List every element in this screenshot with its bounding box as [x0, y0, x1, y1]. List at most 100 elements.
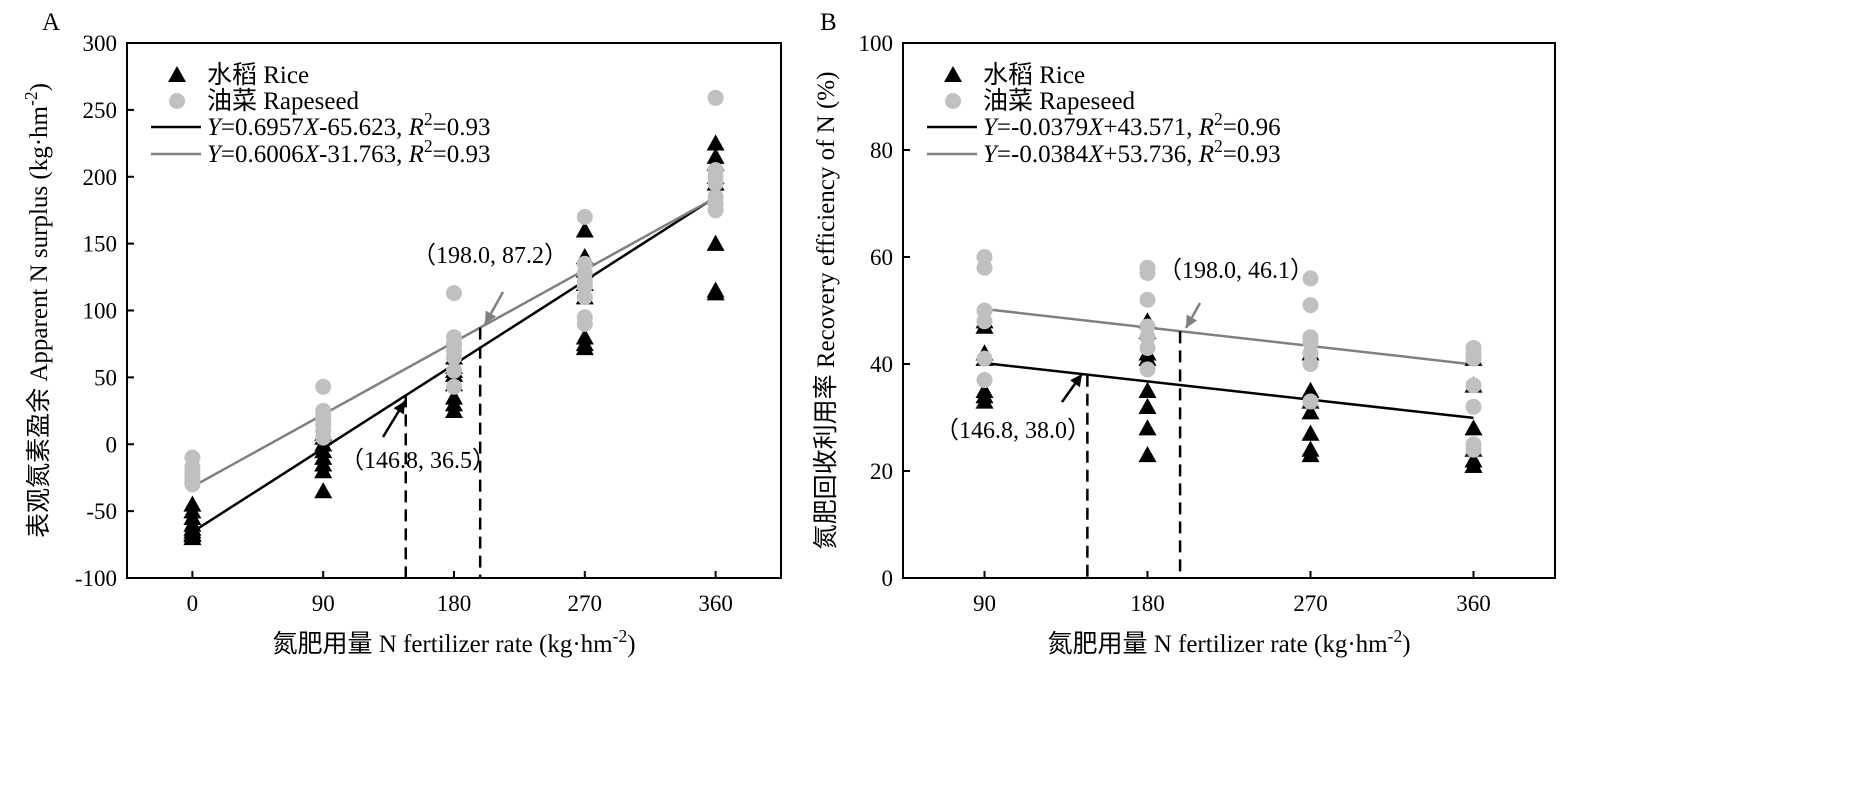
rapeseed-point: [707, 175, 724, 192]
legend-fit-rapeseed: Y=0.6006X-31.763, R2=0.93: [207, 136, 491, 168]
rice-point: [183, 528, 202, 546]
rapeseed-point: [976, 313, 993, 330]
rice-point: [1301, 424, 1320, 441]
rapeseed-point: [1465, 441, 1482, 458]
rice-point: [445, 401, 463, 419]
rapeseed-point: [446, 378, 462, 395]
arrowhead-icon: [1186, 314, 1198, 328]
panel-b: B 0 20 40 60 80 100 90 180 270 360 氮肥用量 N fertilize…: [812, 9, 1556, 658]
legend-rapeseed-label: 油菜 Rapeseed: [983, 87, 1136, 115]
rapeseed-point: [446, 362, 462, 379]
optimum-annotation: （198.0, 87.2）: [412, 243, 568, 269]
y-tick-label: 250: [83, 98, 118, 123]
rice-point: [1464, 456, 1483, 473]
rice-point: [1301, 445, 1320, 463]
legend-rapeseed-marker: [945, 93, 961, 109]
panel-letter: B: [820, 9, 837, 36]
legend-rapeseed-marker: [169, 93, 185, 109]
rapeseed-point: [576, 315, 593, 332]
rapeseed-point: [576, 289, 593, 306]
legend-rice-marker: [944, 66, 962, 82]
rapeseed-point: [1139, 291, 1156, 308]
rapeseed-point: [976, 259, 993, 276]
rapeseed-point: [707, 202, 724, 219]
x-tick-label: 90: [973, 591, 996, 616]
panel-letter: A: [42, 9, 60, 36]
x-tick-label: 270: [1293, 591, 1328, 616]
rapeseed-point: [707, 89, 724, 106]
rapeseed-point: [1302, 270, 1319, 287]
plot-frame: [902, 42, 1556, 579]
rice-point: [575, 221, 594, 238]
rice-point: [1138, 419, 1157, 436]
rapeseed-point: [446, 349, 462, 366]
y-tick-label: 150: [83, 232, 118, 257]
rapeseed-point: [1465, 398, 1482, 415]
rice-point: [1464, 419, 1483, 436]
rice-point: [1138, 397, 1157, 414]
y-tick-label: 0: [882, 566, 894, 591]
rice-point: [706, 134, 725, 151]
x-tick-label: 180: [1130, 591, 1165, 616]
rapeseed-point: [1139, 339, 1156, 356]
legend-fit-rapeseed: Y=-0.0384X+53.736, R2=0.93: [983, 136, 1281, 168]
y-tick-label: 100: [83, 299, 118, 324]
y-tick-label: 50: [94, 365, 117, 390]
y-tick-label: 60: [870, 245, 893, 270]
x-axis-title: 氮肥用量 N fertilizer rate (kg·hm-2): [272, 626, 635, 658]
y-tick-label: -100: [75, 566, 117, 591]
x-tick-label: 180: [437, 591, 472, 616]
rice-point: [314, 482, 333, 499]
arrowhead-icon: [393, 401, 405, 415]
legend-rapeseed-label: 油菜 Rapeseed: [207, 87, 360, 115]
rice-point: [314, 462, 333, 479]
legend-fit-rice: Y=-0.0379X+43.571, R2=0.96: [983, 109, 1281, 141]
legend-rice-label: 水稻 Rice: [207, 61, 309, 89]
rice-point: [1138, 445, 1157, 463]
x-tick-label: 90: [312, 591, 335, 616]
rapeseed-point: [976, 372, 993, 389]
legend-fit-rice: Y=0.6957X-65.623, R2=0.93: [207, 109, 491, 141]
optimum-annotation: （198.0, 46.1）: [1158, 258, 1314, 284]
x-tick-label: 360: [698, 591, 733, 616]
y-tick-label: -50: [86, 499, 117, 524]
y-tick-label: 80: [870, 138, 893, 163]
y-axis-title: 表观氮素盈余 Apparent N surplus (kg·hm-2): [21, 83, 53, 538]
y-axis-title: 氮肥回收利用率 Recovery efficiency of N (%): [812, 72, 840, 550]
panel-a: A -100 -50 0 50 100 150 200 250 300 0 90 180 270 360 氮肥…: [21, 9, 782, 658]
arrowhead-icon: [485, 310, 497, 324]
y-tick-label: 300: [83, 31, 118, 56]
rapeseed-point: [576, 208, 593, 225]
rapeseed-point: [1302, 356, 1319, 372]
x-tick-label: 270: [568, 591, 603, 616]
rapeseed-point: [315, 429, 332, 446]
optimum-annotation: （146.8, 38.0）: [935, 418, 1091, 444]
rapeseed-point: [315, 378, 332, 395]
y-tick-label: 200: [83, 165, 118, 190]
fit-line-rice: [984, 361, 1474, 420]
legend-rice-label: 水稻 Rice: [983, 61, 1085, 89]
rice-point: [1301, 403, 1320, 420]
y-tick-label: 40: [870, 352, 893, 377]
optimum-annotation: （146.8, 36.5）: [340, 448, 496, 474]
rapeseed-point: [1302, 297, 1319, 314]
rice-point: [706, 284, 725, 301]
fit-line-rapeseed: [984, 307, 1474, 366]
y-tick-label: 20: [870, 459, 893, 484]
rice-point: [1138, 381, 1157, 398]
rapeseed-point: [1139, 361, 1156, 378]
rapeseed-point: [1465, 350, 1482, 367]
x-tick-label: 0: [187, 591, 199, 616]
rapeseed-point: [1139, 265, 1156, 282]
arrowhead-icon: [1070, 374, 1082, 388]
rice-point: [1138, 349, 1157, 366]
legend-rice-marker: [168, 66, 186, 82]
x-axis-title: 氮肥用量 N fertilizer rate (kg·hm-2): [1047, 626, 1410, 658]
rapeseed-point: [1465, 377, 1482, 394]
y-tick-label: 100: [859, 31, 894, 56]
rice-point: [1301, 381, 1320, 398]
rapeseed-point: [1302, 393, 1319, 410]
rice-point: [575, 338, 594, 356]
y-tick-label: 0: [106, 432, 118, 457]
